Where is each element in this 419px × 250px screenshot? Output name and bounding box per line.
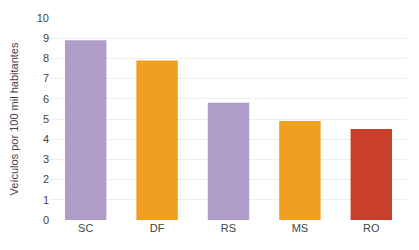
svg-text:0: 0	[43, 214, 49, 226]
svg-text:MS: MS	[292, 222, 309, 234]
svg-text:5: 5	[43, 113, 49, 125]
svg-text:RS: RS	[221, 222, 236, 234]
svg-text:Veículos por 100 mil habitante: Veículos por 100 mil habitantes	[8, 42, 20, 195]
svg-text:4: 4	[43, 133, 49, 145]
svg-text:RO: RO	[363, 222, 380, 234]
svg-text:1: 1	[43, 194, 49, 206]
svg-text:3: 3	[43, 153, 49, 165]
svg-text:SC: SC	[78, 222, 93, 234]
svg-text:6: 6	[43, 93, 49, 105]
svg-text:DF: DF	[150, 222, 165, 234]
svg-text:9: 9	[43, 32, 49, 44]
svg-text:8: 8	[43, 52, 49, 64]
svg-text:10: 10	[37, 12, 49, 24]
svg-text:2: 2	[43, 173, 49, 185]
svg-text:7: 7	[43, 72, 49, 84]
